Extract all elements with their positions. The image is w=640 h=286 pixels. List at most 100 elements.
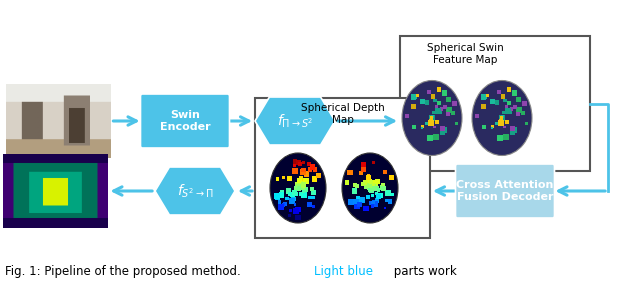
FancyBboxPatch shape [289, 209, 292, 212]
FancyBboxPatch shape [431, 94, 435, 99]
FancyBboxPatch shape [411, 94, 417, 100]
FancyBboxPatch shape [294, 203, 296, 206]
FancyBboxPatch shape [441, 127, 447, 132]
FancyBboxPatch shape [373, 186, 379, 191]
FancyBboxPatch shape [367, 185, 372, 190]
FancyBboxPatch shape [438, 111, 442, 114]
FancyBboxPatch shape [363, 206, 369, 211]
FancyBboxPatch shape [505, 106, 508, 108]
FancyBboxPatch shape [522, 101, 527, 106]
FancyBboxPatch shape [348, 170, 353, 175]
FancyBboxPatch shape [365, 195, 370, 199]
FancyBboxPatch shape [371, 200, 374, 204]
FancyBboxPatch shape [372, 186, 376, 189]
FancyBboxPatch shape [369, 188, 374, 193]
FancyBboxPatch shape [286, 188, 291, 194]
Text: Cross Attention
Fusion Decoder: Cross Attention Fusion Decoder [456, 180, 554, 202]
FancyBboxPatch shape [440, 108, 443, 111]
FancyBboxPatch shape [383, 206, 387, 209]
FancyBboxPatch shape [432, 111, 436, 114]
FancyBboxPatch shape [500, 115, 504, 118]
Ellipse shape [342, 153, 398, 223]
FancyBboxPatch shape [428, 120, 434, 126]
FancyBboxPatch shape [299, 185, 302, 189]
FancyBboxPatch shape [299, 184, 305, 190]
FancyBboxPatch shape [483, 94, 488, 99]
FancyBboxPatch shape [296, 186, 300, 190]
FancyBboxPatch shape [313, 167, 317, 172]
FancyBboxPatch shape [278, 200, 281, 204]
FancyBboxPatch shape [293, 163, 296, 166]
FancyBboxPatch shape [486, 94, 490, 97]
FancyBboxPatch shape [431, 115, 434, 118]
FancyBboxPatch shape [507, 101, 511, 106]
FancyBboxPatch shape [429, 116, 433, 121]
FancyBboxPatch shape [412, 94, 417, 99]
FancyBboxPatch shape [345, 180, 349, 184]
FancyBboxPatch shape [292, 190, 297, 195]
FancyBboxPatch shape [495, 122, 498, 125]
FancyBboxPatch shape [300, 169, 306, 175]
FancyBboxPatch shape [295, 185, 300, 191]
FancyBboxPatch shape [367, 174, 371, 178]
FancyBboxPatch shape [510, 126, 515, 131]
FancyBboxPatch shape [440, 130, 445, 135]
FancyBboxPatch shape [377, 189, 380, 192]
FancyBboxPatch shape [358, 198, 363, 203]
FancyBboxPatch shape [291, 196, 296, 201]
FancyBboxPatch shape [499, 115, 504, 121]
FancyBboxPatch shape [400, 36, 590, 171]
FancyBboxPatch shape [497, 135, 502, 141]
FancyBboxPatch shape [505, 109, 509, 113]
FancyBboxPatch shape [369, 188, 372, 192]
FancyBboxPatch shape [298, 186, 302, 190]
FancyBboxPatch shape [429, 120, 433, 124]
FancyBboxPatch shape [506, 120, 509, 124]
FancyBboxPatch shape [295, 185, 301, 191]
FancyBboxPatch shape [361, 182, 365, 186]
FancyBboxPatch shape [353, 199, 358, 204]
FancyBboxPatch shape [301, 192, 307, 198]
FancyBboxPatch shape [361, 167, 365, 172]
FancyBboxPatch shape [512, 90, 517, 96]
FancyBboxPatch shape [435, 109, 438, 113]
FancyBboxPatch shape [367, 183, 373, 188]
FancyBboxPatch shape [503, 134, 509, 140]
FancyBboxPatch shape [355, 203, 360, 209]
FancyBboxPatch shape [427, 135, 433, 141]
FancyBboxPatch shape [294, 185, 300, 190]
Text: $f_{\Pi\rightarrow S^2}$: $f_{\Pi\rightarrow S^2}$ [276, 112, 313, 130]
FancyBboxPatch shape [375, 179, 380, 184]
FancyBboxPatch shape [293, 208, 300, 214]
FancyBboxPatch shape [446, 112, 450, 116]
FancyBboxPatch shape [425, 122, 428, 125]
FancyBboxPatch shape [490, 99, 495, 104]
Ellipse shape [402, 80, 462, 156]
FancyBboxPatch shape [500, 116, 504, 119]
Text: $f_{S^2\rightarrow\Pi}$: $f_{S^2\rightarrow\Pi}$ [177, 182, 213, 200]
FancyBboxPatch shape [497, 90, 501, 94]
Text: parts work: parts work [390, 265, 457, 278]
FancyBboxPatch shape [351, 188, 357, 194]
FancyBboxPatch shape [425, 100, 429, 105]
FancyBboxPatch shape [290, 192, 294, 197]
FancyBboxPatch shape [285, 196, 289, 200]
FancyBboxPatch shape [287, 192, 291, 196]
FancyBboxPatch shape [521, 111, 525, 115]
FancyBboxPatch shape [509, 108, 513, 111]
FancyBboxPatch shape [498, 120, 504, 126]
FancyBboxPatch shape [355, 184, 359, 188]
FancyBboxPatch shape [429, 115, 435, 121]
FancyBboxPatch shape [308, 168, 312, 172]
FancyBboxPatch shape [372, 180, 378, 186]
FancyBboxPatch shape [296, 160, 301, 165]
FancyBboxPatch shape [431, 116, 435, 120]
FancyBboxPatch shape [433, 126, 436, 128]
Polygon shape [255, 97, 335, 145]
FancyBboxPatch shape [316, 173, 321, 178]
FancyBboxPatch shape [367, 182, 370, 186]
FancyBboxPatch shape [410, 104, 416, 109]
FancyBboxPatch shape [308, 196, 310, 199]
FancyBboxPatch shape [511, 127, 517, 132]
FancyBboxPatch shape [509, 130, 515, 135]
